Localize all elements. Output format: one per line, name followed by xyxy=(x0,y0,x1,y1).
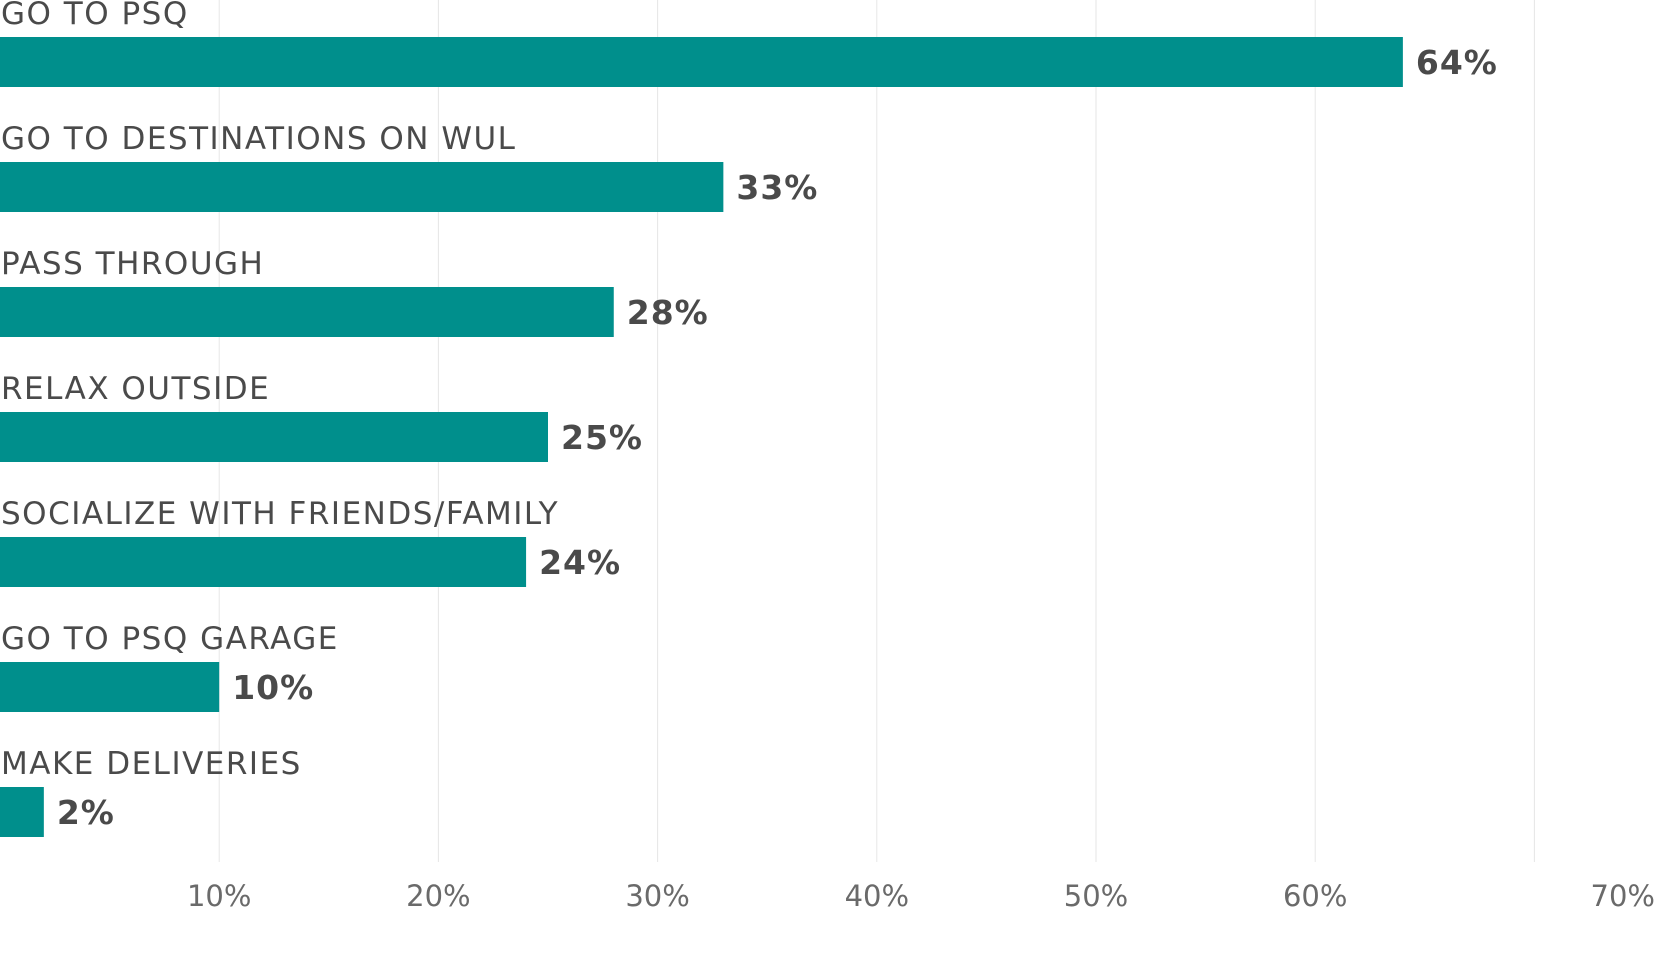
bar xyxy=(0,787,44,837)
data-label: 64% xyxy=(1416,43,1498,82)
x-tick-label: 30% xyxy=(625,879,689,913)
category-label: GO TO PSQ xyxy=(1,0,189,32)
bar xyxy=(0,162,724,212)
data-label: 25% xyxy=(561,418,643,457)
category-label: GO TO PSQ GARAGE xyxy=(1,621,339,657)
x-tick-label: 60% xyxy=(1283,879,1347,913)
category-label: MAKE DELIVERIES xyxy=(1,746,302,782)
data-label: 10% xyxy=(232,668,314,707)
bar xyxy=(0,37,1403,87)
x-tick-label: 40% xyxy=(845,879,909,913)
x-tick-label: 70% xyxy=(1591,879,1655,913)
bar xyxy=(0,412,548,462)
data-label: 24% xyxy=(539,543,621,582)
x-tick-label: 50% xyxy=(1064,879,1128,913)
data-label: 2% xyxy=(57,793,115,832)
data-label: 33% xyxy=(736,168,818,207)
category-label: RELAX OUTSIDE xyxy=(1,371,270,407)
category-label: SOCIALIZE WITH FRIENDS/FAMILY xyxy=(1,496,559,532)
x-tick-label: 20% xyxy=(406,879,470,913)
bar xyxy=(0,662,220,712)
category-label: PASS THROUGH xyxy=(1,246,264,282)
data-label: 28% xyxy=(627,293,709,332)
labels: GO TO PSQ 64% GO TO DESTINATIONS ON WUL 33%… xyxy=(1,0,1498,832)
gridlines xyxy=(218,0,1535,862)
x-tick-label: 10% xyxy=(187,879,251,913)
category-label: GO TO DESTINATIONS ON WUL xyxy=(1,121,516,157)
bars xyxy=(0,37,1403,837)
bar xyxy=(0,537,527,587)
x-axis: 10% 20% 30% 40% 50% 60% 70% xyxy=(187,879,1655,913)
bar xyxy=(0,287,614,337)
